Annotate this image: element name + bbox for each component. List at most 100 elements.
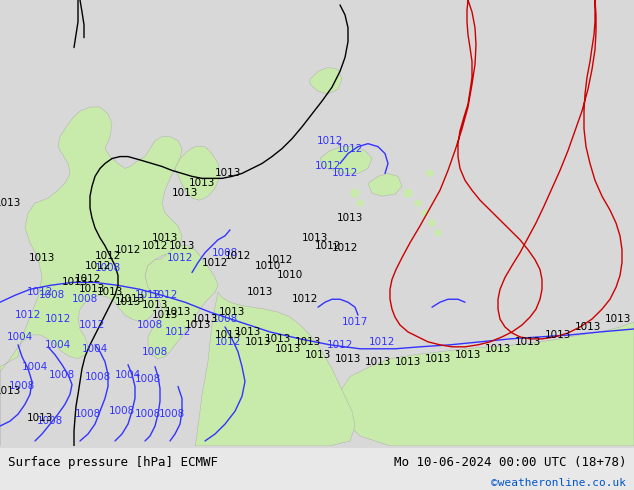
Circle shape: [427, 171, 433, 176]
Text: 1013: 1013: [189, 178, 215, 188]
Text: 1013: 1013: [575, 322, 601, 332]
Text: 1012: 1012: [225, 251, 251, 261]
Polygon shape: [0, 107, 182, 446]
Text: 1008: 1008: [135, 373, 161, 384]
Text: 1012: 1012: [332, 169, 358, 178]
Text: 1012: 1012: [315, 241, 341, 251]
Text: 1013: 1013: [337, 213, 363, 223]
Text: 1013: 1013: [115, 297, 141, 307]
Polygon shape: [368, 173, 402, 196]
Text: 1013: 1013: [545, 330, 571, 340]
Text: 1013: 1013: [192, 314, 218, 324]
Circle shape: [422, 210, 428, 216]
Text: 1008: 1008: [95, 263, 121, 272]
Text: 1008: 1008: [75, 409, 101, 419]
Text: 1008: 1008: [85, 371, 111, 382]
Text: 1013: 1013: [142, 300, 168, 310]
Text: 1012: 1012: [167, 253, 193, 263]
Circle shape: [404, 189, 412, 197]
Text: 1008: 1008: [159, 409, 185, 419]
Text: 1012: 1012: [165, 327, 191, 337]
Text: Surface pressure [hPa] ECMWF: Surface pressure [hPa] ECMWF: [8, 456, 217, 469]
Text: 1013: 1013: [219, 307, 245, 317]
Text: 1004: 1004: [45, 340, 71, 350]
Text: 1012: 1012: [152, 290, 178, 300]
Text: 1008: 1008: [212, 314, 238, 324]
Circle shape: [415, 200, 421, 206]
Text: 1013: 1013: [0, 198, 21, 208]
Text: 1004: 1004: [82, 344, 108, 354]
Text: 1013: 1013: [245, 337, 271, 347]
Text: 1013: 1013: [265, 334, 291, 344]
Text: 1013: 1013: [395, 357, 421, 367]
Text: 1004: 1004: [115, 369, 141, 380]
Text: 1012: 1012: [45, 314, 71, 324]
Text: 1012: 1012: [332, 243, 358, 253]
Polygon shape: [320, 147, 372, 173]
Text: 1012: 1012: [142, 241, 168, 251]
Text: 1013: 1013: [215, 169, 241, 178]
Text: Mo 10-06-2024 00:00 UTC (18+78): Mo 10-06-2024 00:00 UTC (18+78): [394, 456, 626, 469]
Text: 1017: 1017: [342, 317, 368, 327]
Text: 1013: 1013: [29, 253, 55, 263]
Text: 1013: 1013: [61, 277, 88, 288]
Text: 1012: 1012: [115, 245, 141, 255]
Text: 1012: 1012: [369, 337, 395, 347]
Text: 1012: 1012: [85, 261, 111, 270]
Text: 1008: 1008: [72, 294, 98, 304]
Text: 1013: 1013: [119, 294, 145, 304]
Text: 1012: 1012: [337, 144, 363, 154]
Circle shape: [435, 230, 441, 236]
Text: 1004: 1004: [22, 362, 48, 371]
Polygon shape: [195, 293, 355, 446]
Text: 1013: 1013: [165, 307, 191, 317]
Circle shape: [351, 189, 359, 197]
Text: 1008: 1008: [39, 290, 65, 300]
Text: 1012: 1012: [27, 287, 53, 297]
Text: 1008: 1008: [212, 247, 238, 258]
Text: 1010: 1010: [277, 270, 303, 280]
Text: 1013: 1013: [455, 350, 481, 360]
Text: 1013: 1013: [425, 354, 451, 364]
Text: 1012: 1012: [79, 320, 105, 330]
Text: 1013: 1013: [295, 337, 321, 347]
Text: 1013: 1013: [515, 337, 541, 347]
Text: 1013: 1013: [302, 233, 328, 243]
Text: 1013: 1013: [169, 241, 195, 251]
Text: 1004: 1004: [7, 332, 33, 342]
Text: 1013: 1013: [365, 357, 391, 367]
Text: 1013: 1013: [79, 284, 105, 294]
Polygon shape: [175, 147, 220, 200]
Text: 1012: 1012: [95, 251, 121, 261]
Polygon shape: [340, 322, 634, 446]
Text: 1013: 1013: [275, 344, 301, 354]
Text: 1012: 1012: [267, 255, 293, 265]
Text: 1008: 1008: [37, 416, 63, 426]
Text: 1008: 1008: [49, 369, 75, 380]
Text: 1012: 1012: [15, 310, 41, 320]
Text: 1008: 1008: [135, 409, 161, 419]
Text: 1012: 1012: [317, 136, 343, 146]
Text: 1013: 1013: [172, 188, 198, 198]
Text: 1013: 1013: [27, 413, 53, 423]
Text: 1012: 1012: [75, 274, 101, 284]
Text: 1013: 1013: [215, 330, 241, 340]
Text: 1013: 1013: [605, 314, 631, 324]
Text: 1013: 1013: [152, 310, 178, 320]
Text: 1013: 1013: [97, 287, 123, 297]
Polygon shape: [310, 68, 342, 94]
Text: 1012: 1012: [215, 337, 241, 347]
Text: 1013: 1013: [0, 387, 21, 396]
Text: 1008: 1008: [109, 406, 135, 416]
Text: 1013: 1013: [485, 344, 511, 354]
Text: 1010: 1010: [255, 261, 281, 270]
Text: 1008: 1008: [137, 320, 163, 330]
Text: 1008: 1008: [9, 381, 35, 392]
Text: ©weatheronline.co.uk: ©weatheronline.co.uk: [491, 477, 626, 488]
Text: 1013: 1013: [152, 233, 178, 243]
Text: 1013: 1013: [305, 350, 331, 360]
Circle shape: [357, 200, 363, 206]
Polygon shape: [145, 246, 218, 359]
Text: 1013: 1013: [185, 320, 211, 330]
Text: 1012: 1012: [327, 340, 353, 350]
